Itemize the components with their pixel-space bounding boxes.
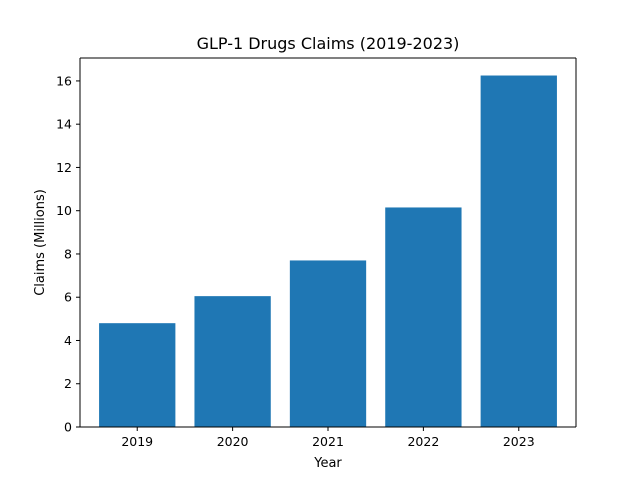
axes-frame bbox=[79, 57, 577, 428]
bar-2019 bbox=[99, 323, 176, 427]
x-tick-label: 2020 bbox=[217, 434, 249, 449]
y-tick-label: 2 bbox=[64, 376, 72, 391]
y-tick-label: 14 bbox=[56, 117, 72, 132]
chart-title: GLP-1 Drugs Claims (2019-2023) bbox=[197, 34, 460, 53]
bar-2021 bbox=[289, 260, 367, 427]
bar-2022 bbox=[385, 207, 462, 427]
bar-2023 bbox=[480, 75, 557, 428]
x-tick-label: 2021 bbox=[312, 434, 344, 449]
y-axis-label: Claims (Millions) bbox=[33, 189, 48, 296]
x-tick-label: 2023 bbox=[503, 434, 535, 449]
x-ticks-group: 2019 2020 2021 2022 2023 bbox=[121, 427, 535, 449]
y-tick-label: 10 bbox=[56, 203, 72, 218]
bars-group bbox=[99, 75, 557, 428]
x-axis-label: Year bbox=[313, 456, 342, 471]
y-tick-label: 0 bbox=[64, 420, 72, 435]
y-tick-label: 4 bbox=[64, 333, 72, 348]
x-tick-label: 2019 bbox=[121, 434, 153, 449]
y-tick-label: 6 bbox=[64, 290, 72, 305]
bar-2020 bbox=[194, 296, 271, 427]
y-ticks-group: 0 2 4 6 8 10 12 14 16 bbox=[56, 73, 80, 435]
y-tick-label: 8 bbox=[64, 246, 72, 261]
y-tick-label: 12 bbox=[56, 160, 72, 175]
x-tick-label: 2022 bbox=[407, 434, 439, 449]
y-tick-label: 16 bbox=[56, 73, 72, 88]
